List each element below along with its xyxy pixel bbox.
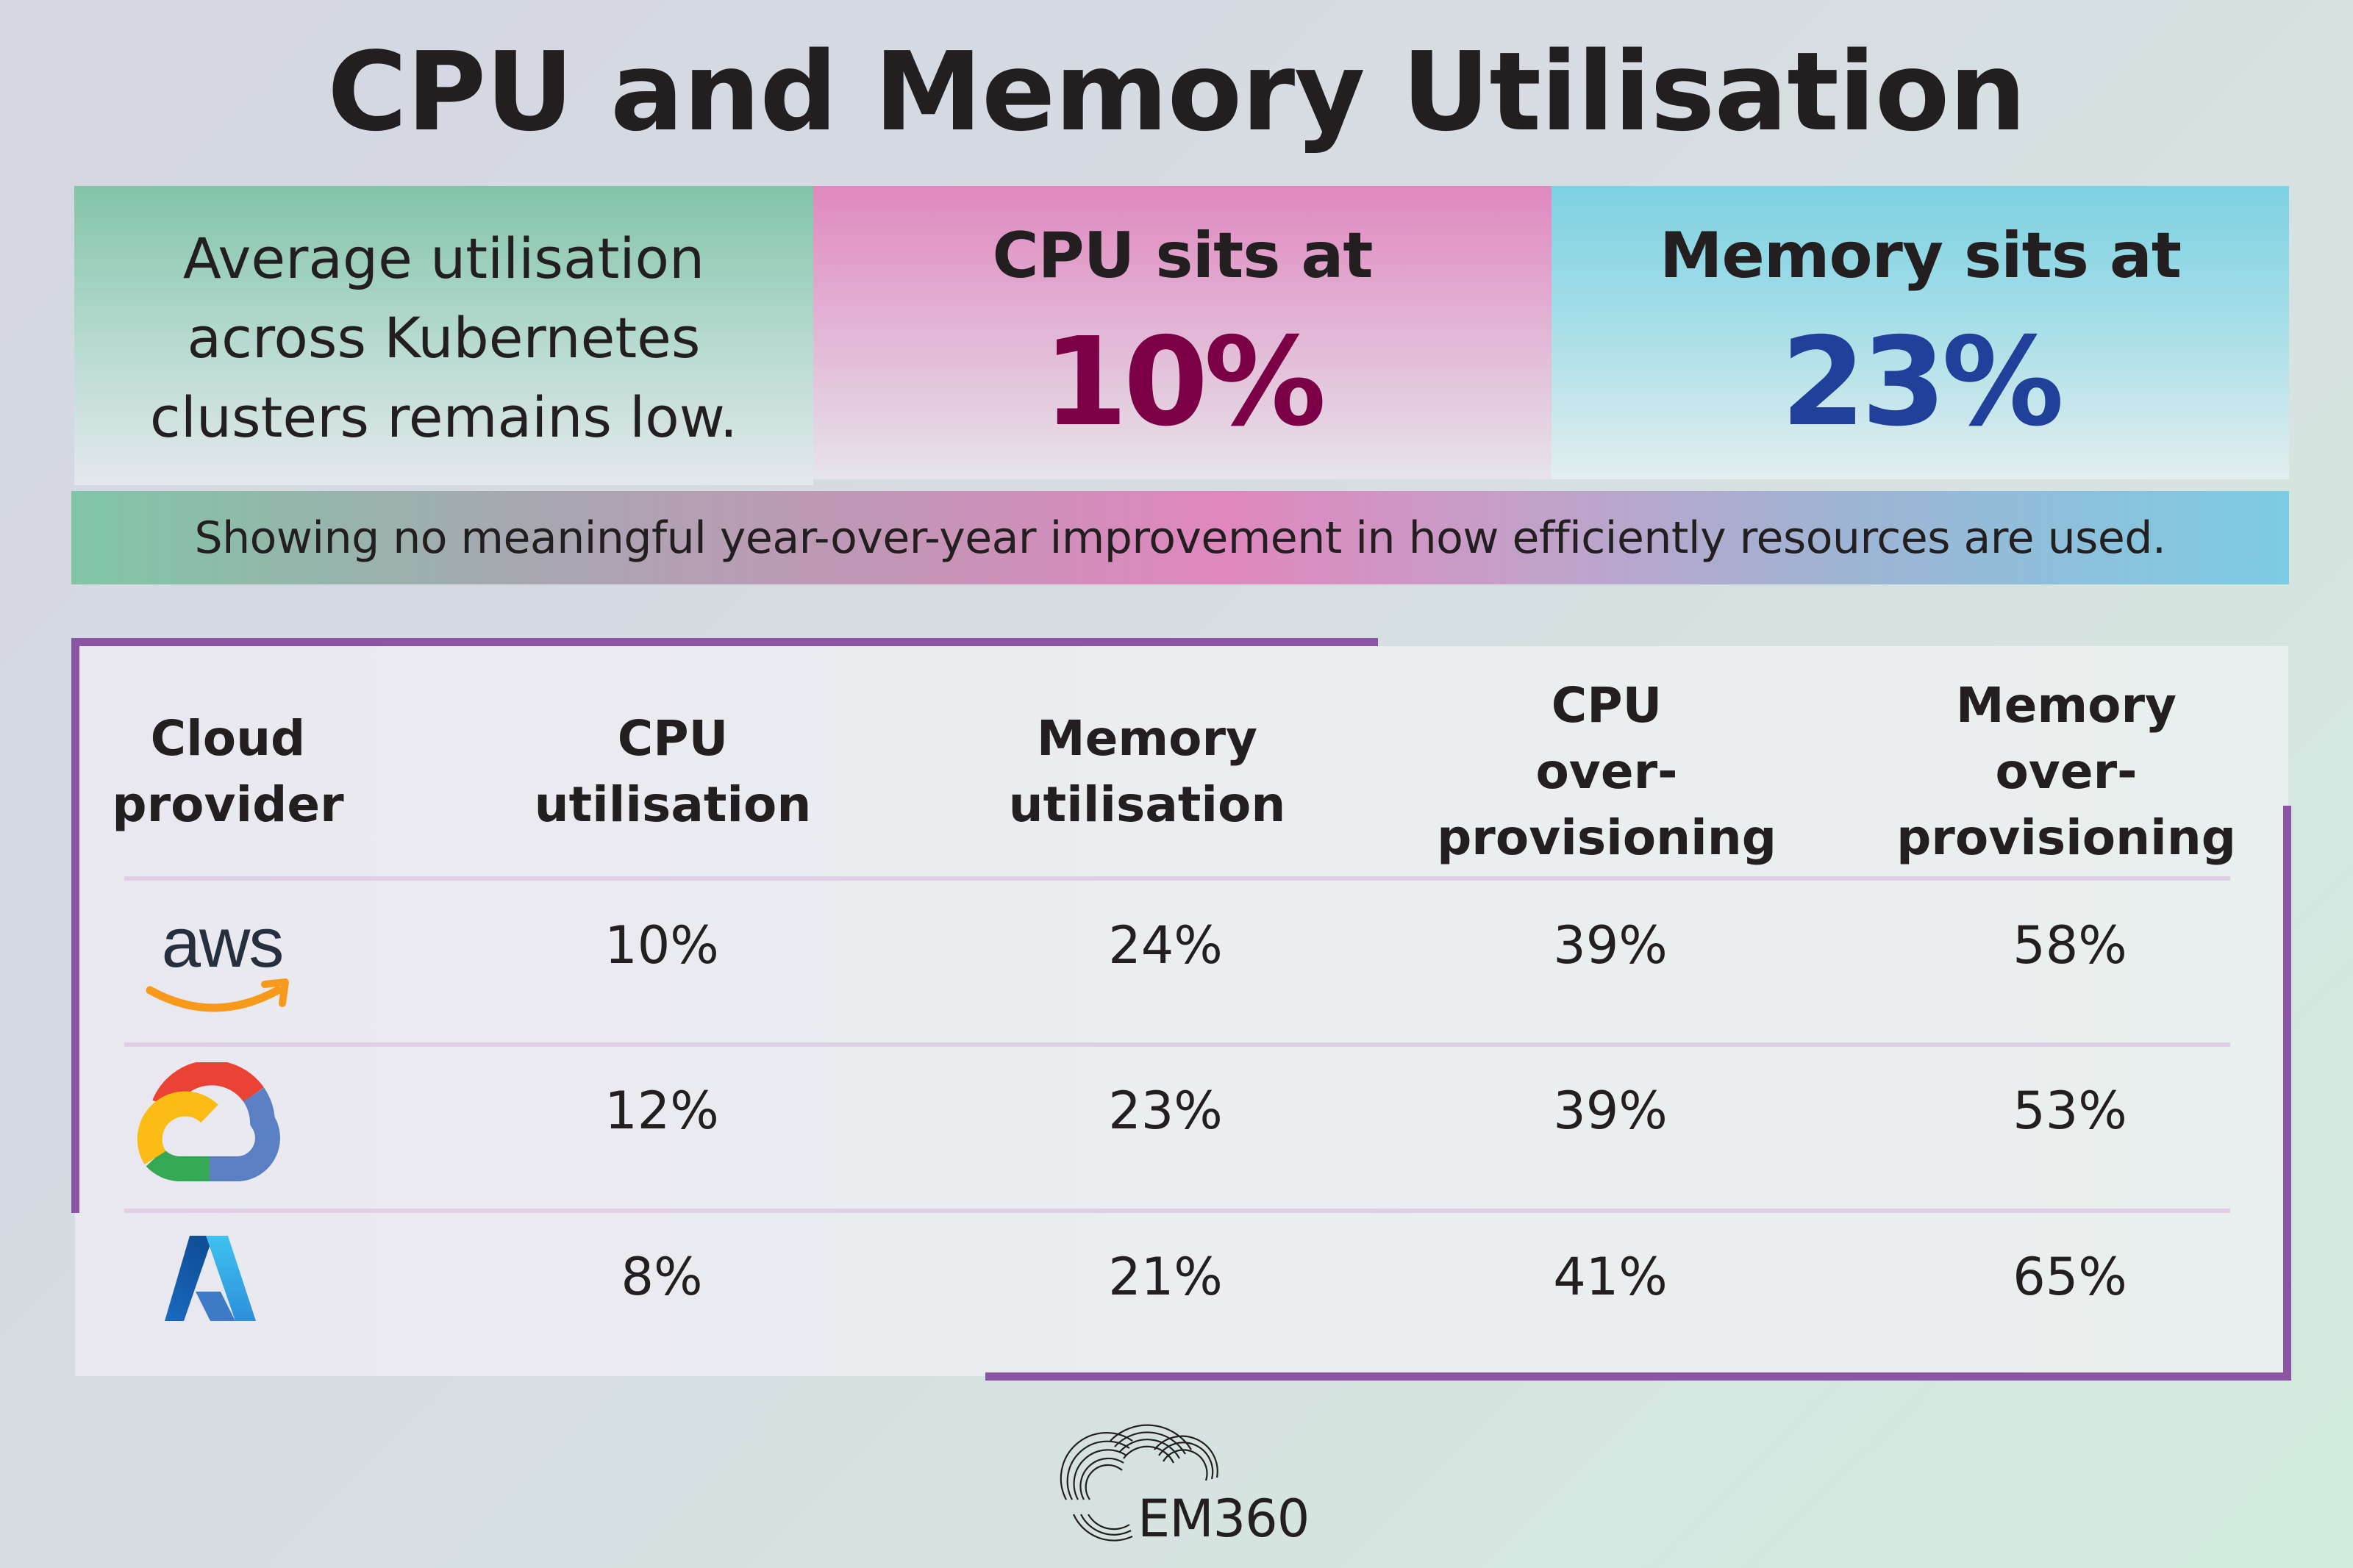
header-cpu-utilisation: CPU utilisation [534,710,812,833]
cpu-stat-value: 10% [1043,312,1326,454]
row-divider [124,1042,2230,1047]
panel-border-right [2283,806,2291,1381]
intro-line-1: Average utilisation [182,225,705,291]
cell-azure-mem-over: 65% [2013,1247,2127,1307]
memory-stat-card: Memory sits at 23% [1552,186,2289,479]
cell-aws-cpu-util: 10% [604,915,719,975]
cell-azure-cpu-util: 8% [621,1247,703,1307]
panel-border-top [71,638,1378,646]
header-memory-utilisation: Memory utilisation [1008,710,1286,833]
cell-gcp-cpu-util: 12% [604,1081,719,1141]
cell-gcp-cpu-over: 39% [1553,1081,1668,1141]
panel-border-bottom [985,1372,2291,1381]
intro-card: Average utilisation across Kubernetes cl… [74,186,813,485]
cell-azure-cpu-over: 41% [1553,1247,1668,1307]
cpu-stat-card: CPU sits at 10% [813,186,1552,479]
table-panel [75,646,2288,1376]
cell-gcp-mem-over: 53% [2013,1081,2127,1141]
memory-stat-value: 23% [1780,312,2064,454]
cell-gcp-mem-util: 23% [1108,1081,1223,1141]
cell-aws-mem-over: 58% [2013,915,2127,975]
cpu-stat-label: CPU sits at [992,219,1374,293]
cell-azure-mem-util: 21% [1108,1247,1223,1307]
header-memory-over-provisioning: Memory over- provisioning [1896,677,2236,866]
google-cloud-logo-icon [136,1062,283,1181]
cell-aws-cpu-over: 39% [1553,915,1668,975]
row-divider [124,1209,2230,1213]
page-title: CPU and Memory Utilisation [327,29,2027,155]
em360-logo-icon [1051,1404,1309,1551]
panel-border-left [71,638,79,1213]
intro-line-2: across Kubernetes [187,304,701,370]
brand-name: EM360 [1138,1489,1310,1549]
azure-logo-icon [160,1231,260,1325]
svg-text:aws: aws [162,908,283,982]
summary-banner: Showing no meaningful year-over-year imp… [71,491,2289,584]
cell-aws-mem-util: 24% [1108,915,1223,975]
memory-stat-label: Memory sits at [1659,219,2182,293]
aws-logo-icon: aws [140,908,305,1014]
row-divider [124,876,2230,881]
header-cloud-provider: Cloud provider [112,710,344,833]
intro-line-3: clusters remains low. [149,384,738,450]
header-cpu-over-provisioning: CPU over- provisioning [1437,677,1777,866]
